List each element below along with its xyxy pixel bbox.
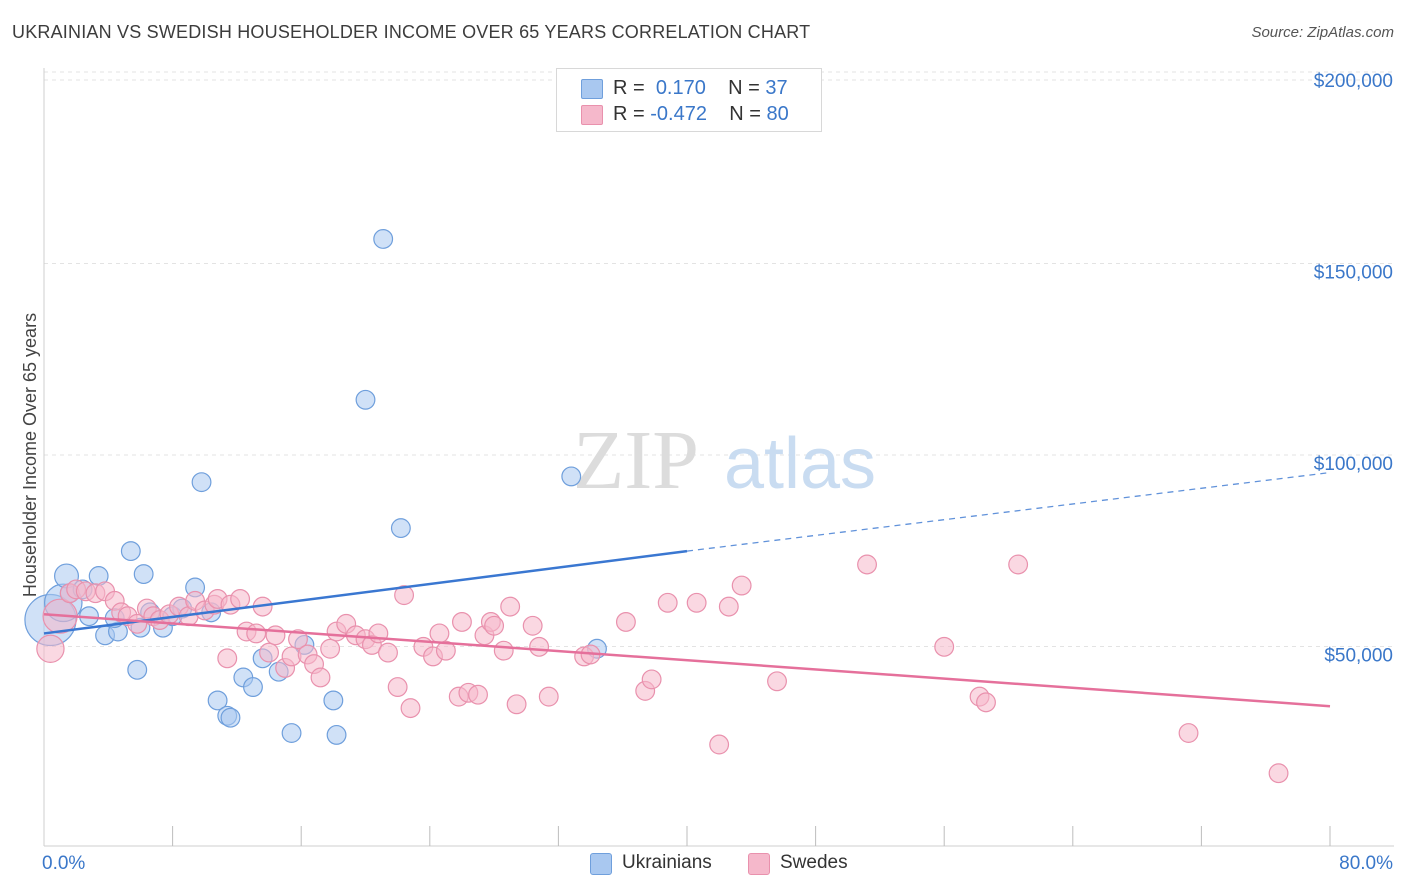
r-value: -0.472: [650, 103, 707, 125]
swede-point: [493, 640, 514, 661]
n-value: 37: [765, 77, 788, 99]
swede-point: [1178, 723, 1199, 743]
n-value: 80: [766, 103, 789, 125]
data-points: [24, 228, 1289, 784]
swede-point: [484, 615, 505, 636]
r-label: R =: [613, 77, 645, 99]
ukrainian-point: [120, 541, 141, 562]
ukrainian-point: [373, 228, 394, 249]
swede-point: [452, 611, 472, 632]
watermark-atlas: atlas: [724, 424, 876, 504]
x-tick-label-max: 80.0%: [1339, 853, 1393, 874]
ukrainian-point: [127, 659, 148, 680]
watermark-zip: ZIP: [573, 414, 699, 507]
swede-point: [259, 642, 279, 663]
ukrainian-point: [191, 472, 212, 493]
swede-point: [288, 629, 308, 650]
ukrainian-point: [243, 677, 263, 698]
swede-point: [709, 734, 730, 755]
swede-point: [36, 634, 65, 663]
ukrainian-point: [281, 723, 302, 743]
swedes-legend-swatch: [748, 853, 770, 875]
y-tick-label: $200,000: [1314, 71, 1393, 92]
swede-point: [767, 671, 787, 692]
ukrainian-point: [390, 518, 411, 539]
ukrainians-legend-label: Ukrainians: [622, 852, 712, 873]
r-label: R =: [613, 103, 645, 125]
ukrainians-legend-swatch: [590, 853, 612, 875]
swede-point: [310, 667, 331, 688]
swede-point: [500, 596, 521, 617]
swede-point: [435, 640, 456, 661]
x-tick-label-min: 0.0%: [42, 853, 85, 874]
ukrainian-point: [207, 690, 228, 711]
swede-point: [976, 692, 996, 713]
swedes-points: [36, 554, 1289, 784]
swede-point: [686, 592, 707, 613]
swede-point: [615, 611, 636, 632]
swede-point: [217, 648, 238, 669]
grid-lines: [44, 71, 1394, 647]
n-label: N =: [728, 77, 760, 99]
ukrainians-swatch: [581, 79, 603, 99]
y-axis-label: Householder Income Over 65 years: [20, 313, 40, 597]
stats-swedes-text: R = -0.472 N = 80: [613, 103, 789, 126]
swede-point: [718, 596, 739, 617]
ukrainian-point: [323, 690, 344, 711]
r-value: 0.170: [655, 77, 706, 99]
swede-point: [429, 623, 450, 644]
stats-legend: R = 0.170 N = 37 R = -0.472 N = 80: [556, 68, 822, 132]
swede-point: [731, 575, 752, 596]
stats-ukrainians-text: R = 0.170 N = 37: [613, 77, 788, 100]
ukrainian-point: [133, 564, 154, 585]
swede-point: [400, 698, 421, 719]
swede-point: [468, 684, 488, 705]
watermark: ZIP atlas: [573, 414, 876, 507]
swede-point: [1008, 554, 1029, 575]
y-tick-label: $100,000: [1314, 454, 1393, 475]
swede-point: [320, 638, 341, 659]
y-tick-label: $150,000: [1314, 263, 1393, 284]
swede-point: [265, 625, 286, 646]
trend-lines: [43, 471, 1331, 708]
swede-point: [387, 677, 408, 698]
swede-point: [506, 694, 527, 715]
ukrainian-point: [355, 389, 376, 410]
chart-title: UKRAINIAN VS SWEDISH HOUSEHOLDER INCOME …: [12, 22, 811, 42]
source-label: Source: ZipAtlas.com: [1251, 24, 1394, 41]
swede-point: [857, 554, 877, 575]
axes: [43, 68, 1394, 847]
swede-point: [641, 669, 662, 690]
legend-item-swedes[interactable]: Swedes: [748, 852, 868, 876]
ukrainian-point: [220, 707, 241, 728]
ukrainians-trend-line: [43, 549, 688, 635]
ukrainians-trend-projection: [686, 471, 1331, 552]
ukrainian-point: [561, 466, 582, 487]
swedes-swatch: [581, 105, 603, 125]
swede-point: [246, 623, 267, 644]
swedes-trend-line: [43, 613, 1331, 708]
swede-point: [1268, 763, 1289, 784]
swede-point: [378, 642, 398, 663]
swede-point: [368, 623, 389, 644]
swede-point: [934, 636, 955, 657]
y-tick-label: $50,000: [1324, 646, 1393, 667]
swede-point: [522, 615, 543, 636]
swede-point: [394, 585, 415, 606]
n-label: N =: [729, 103, 761, 125]
swede-point: [230, 589, 251, 609]
swedes-legend-label: Swedes: [780, 852, 848, 873]
swede-point: [529, 636, 550, 657]
swede-point: [657, 592, 678, 613]
ukrainian-point: [326, 724, 347, 745]
swede-point: [538, 686, 559, 707]
axis-labels: $50,000 $100,000 $150,000 $200,000 0.0% 80.0%…: [20, 71, 1393, 874]
legend-item-ukrainians[interactable]: Ukrainians: [590, 852, 730, 876]
